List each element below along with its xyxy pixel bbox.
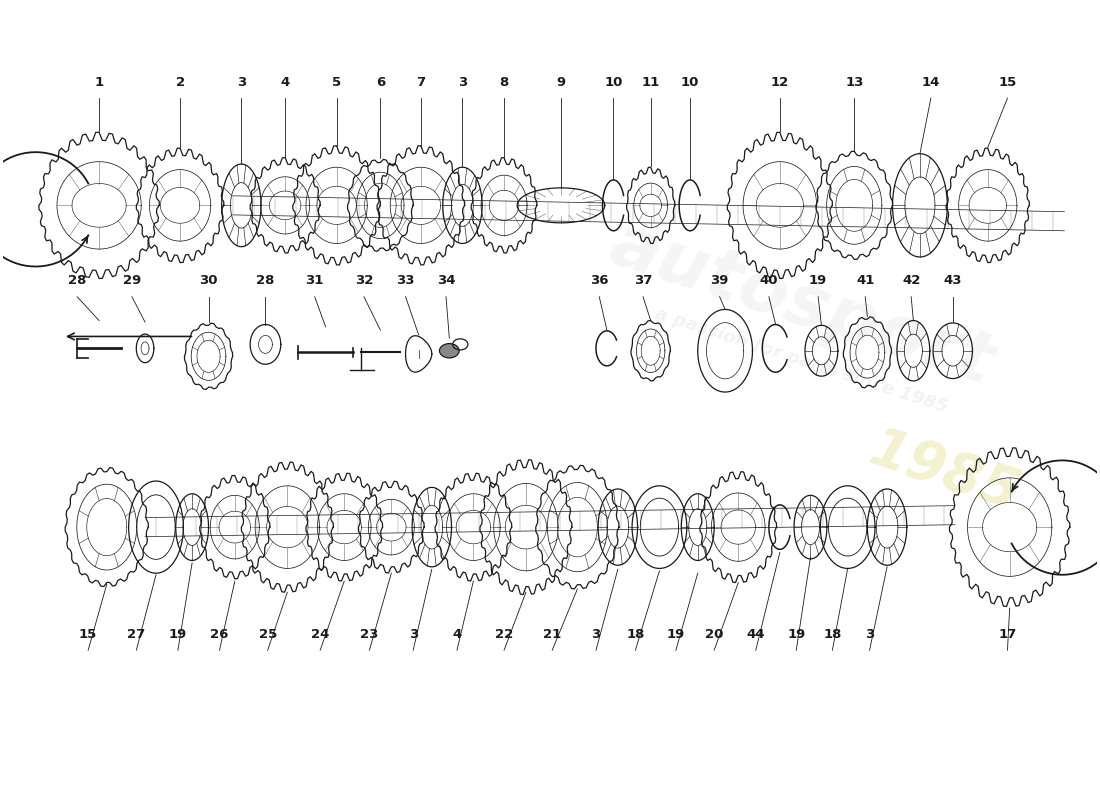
Text: 3: 3 [236,75,246,89]
Text: 28: 28 [256,274,275,287]
Text: 32: 32 [355,274,373,287]
Text: 43: 43 [944,274,962,287]
Text: 30: 30 [199,274,218,287]
Text: 18: 18 [626,628,645,641]
Text: 15: 15 [999,75,1016,89]
Text: 11: 11 [641,75,660,89]
Text: 24: 24 [311,628,329,641]
Text: 6: 6 [376,75,385,89]
Text: 19: 19 [808,274,827,287]
Text: 22: 22 [495,628,514,641]
Text: 33: 33 [396,274,415,287]
Text: 14: 14 [922,75,940,89]
Text: 21: 21 [543,628,561,641]
Text: 2: 2 [176,75,185,89]
Text: 29: 29 [123,274,141,287]
Text: 3: 3 [865,628,874,641]
Text: 10: 10 [604,75,623,89]
Text: 18: 18 [823,628,842,641]
Text: 36: 36 [590,274,608,287]
Text: 3: 3 [458,75,468,89]
Text: 39: 39 [711,274,729,287]
Text: 1: 1 [95,75,103,89]
Text: 17: 17 [999,628,1016,641]
Text: 3: 3 [592,628,601,641]
Text: 26: 26 [210,628,229,641]
Text: 12: 12 [771,75,789,89]
Text: autosport: autosport [602,210,1002,399]
Text: 28: 28 [68,274,87,287]
Text: 41: 41 [856,274,875,287]
Text: 42: 42 [902,274,921,287]
Text: 3: 3 [408,628,418,641]
Text: 1985: 1985 [862,422,1026,521]
Text: 10: 10 [681,75,700,89]
Text: 27: 27 [128,628,145,641]
Text: 40: 40 [760,274,778,287]
Text: 19: 19 [667,628,685,641]
Text: 25: 25 [258,628,277,641]
Text: a passion for parts since 1985: a passion for parts since 1985 [653,305,950,416]
Text: 19: 19 [168,628,187,641]
Text: 19: 19 [788,628,805,641]
Text: 34: 34 [437,274,455,287]
Text: 44: 44 [747,628,764,641]
Text: 23: 23 [360,628,378,641]
Text: 37: 37 [634,274,652,287]
Text: 7: 7 [416,75,426,89]
Text: 4: 4 [452,628,462,641]
Text: 8: 8 [499,75,508,89]
Text: 15: 15 [79,628,97,641]
Text: 31: 31 [306,274,323,287]
Circle shape [440,343,459,358]
Text: 20: 20 [705,628,724,641]
Text: 5: 5 [332,75,341,89]
Text: 4: 4 [280,75,289,89]
Text: 9: 9 [557,75,565,89]
Text: 13: 13 [845,75,864,89]
